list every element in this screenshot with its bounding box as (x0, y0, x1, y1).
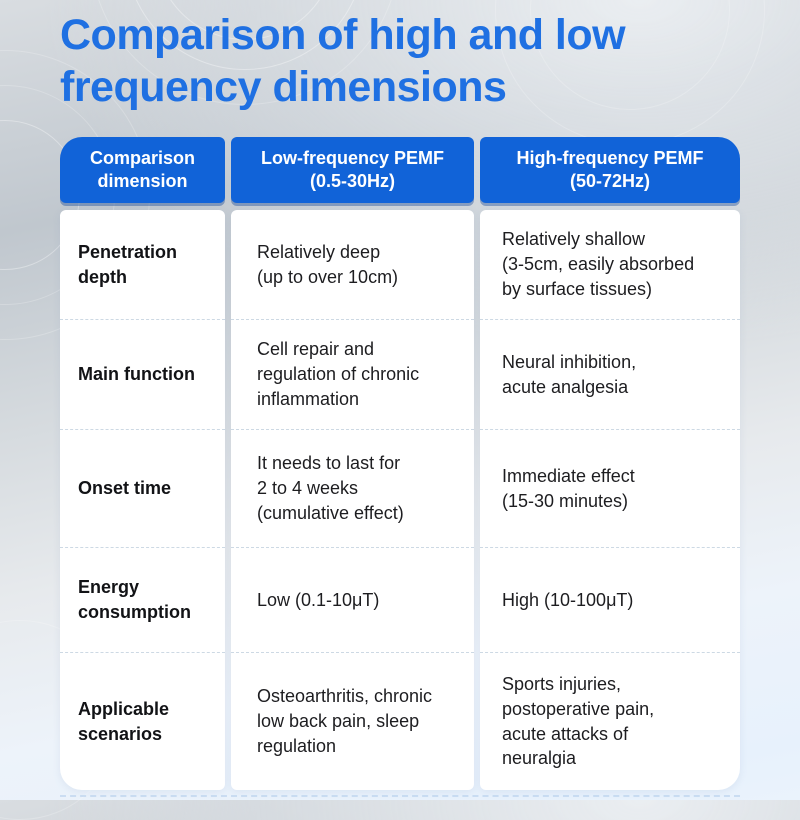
header-high-frequency-pemf: High-frequency PEMF (50-72Hz) (480, 137, 740, 203)
header-line: Comparison (89, 147, 195, 168)
header-line: High-frequency PEMF (516, 147, 704, 168)
high-applicable-scenarios: Sports injuries, postoperative pain, acu… (502, 673, 655, 769)
dimension-energy-consumption: Energy consumption (60, 548, 225, 653)
dimension-penetration-depth: Penetration depth (60, 210, 225, 320)
low-penetration-depth: Relatively deep (up to over 10cm) (231, 210, 474, 320)
low-main-function: Cell repair and regulation of chronic in… (231, 320, 474, 430)
high-main-function: Neural inhibition, acute analgesia (480, 320, 740, 430)
high-energy-consumption: High (10-100μT) (480, 548, 740, 653)
header-line: (0.5-30Hz) (309, 171, 396, 191)
high-onset-time: Immediate effect (15-30 minutes) (480, 430, 740, 548)
table-bottom-dashed-line (60, 795, 740, 797)
low-applicable-scenarios: Osteoarthritis, chronic low back pain, s… (257, 686, 433, 756)
dimension-applicable-scenarios: Applicable scenarios (78, 698, 170, 744)
comparison-table: Comparison dimension Low-frequency PEMF … (60, 137, 740, 797)
header-line: Low-frequency PEMF (260, 147, 444, 168)
header-line: dimension (97, 171, 188, 191)
header-line: (50-72Hz) (569, 171, 651, 191)
header-comparison-dimension: Comparison dimension (60, 137, 225, 203)
low-onset-time: It needs to last for 2 to 4 weeks (cumul… (231, 430, 474, 548)
column-high-frequency: Relatively shallow (3-5cm, easily absorb… (480, 210, 740, 790)
table-body: Penetration depth Main function Onset ti… (60, 210, 740, 790)
dimension-main-function: Main function (60, 320, 225, 430)
low-energy-consumption: Low (0.1-10μT) (231, 548, 474, 653)
column-low-frequency: Relatively deep (up to over 10cm) Cell r… (231, 210, 474, 790)
header-low-frequency-pemf: Low-frequency PEMF (0.5-30Hz) (231, 137, 474, 203)
dimension-onset-time: Onset time (60, 430, 225, 548)
high-penetration-depth: Relatively shallow (3-5cm, easily absorb… (480, 210, 740, 320)
column-dimension: Penetration depth Main function Onset ti… (60, 210, 225, 790)
page-title: Comparison of high and low frequency dim… (60, 11, 626, 111)
table-header-row: Comparison dimension Low-frequency PEMF … (60, 137, 740, 203)
